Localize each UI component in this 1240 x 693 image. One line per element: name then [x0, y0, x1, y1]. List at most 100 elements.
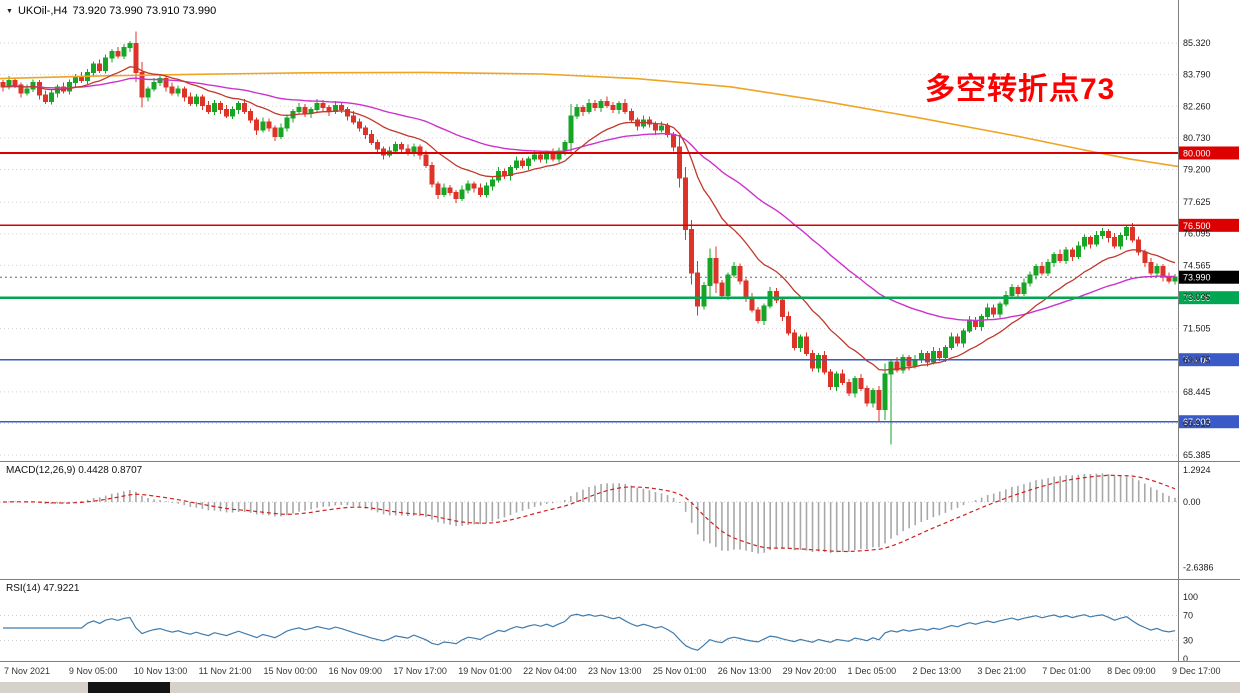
candle [942, 346, 948, 359]
price-axis-label: 73.035 [1183, 292, 1211, 302]
candle [562, 142, 568, 152]
candle [193, 96, 199, 104]
candle [459, 189, 465, 199]
time-label: 15 Nov 00:00 [263, 666, 318, 676]
candle [749, 297, 755, 311]
price-axis[interactable]: 85.320 83.790 82.260 80.730 79.200 77.625 76.0… [1183, 38, 1211, 460]
candle [526, 158, 532, 166]
candle [139, 71, 145, 98]
candle [616, 102, 622, 111]
price-axis-label: 69.975 [1183, 355, 1211, 365]
candle [18, 84, 24, 94]
taskbar-item[interactable] [88, 682, 170, 693]
candle [217, 102, 223, 111]
candle [731, 266, 737, 276]
candle [671, 133, 677, 148]
time-label: 26 Nov 13:00 [717, 666, 772, 676]
candle [852, 377, 858, 394]
levels-layer: 80.000 76.500 73.000 70.000 67.000 73.990 [0, 146, 1239, 429]
candle [985, 307, 991, 317]
candle [550, 152, 556, 160]
candle [224, 109, 230, 117]
macd-axis-label: 0.00 [1183, 497, 1201, 507]
candle [66, 82, 72, 92]
price-axis-label: 85.320 [1183, 38, 1211, 48]
level-badge-label: 80.000 [1183, 148, 1211, 158]
price-axis-label: 76.095 [1183, 229, 1211, 239]
candle [967, 319, 973, 332]
price-chart-canvas[interactable]: 80.00076.50073.00070.00067.00073.99085.3… [0, 0, 1240, 662]
rsi-axis-label: 30 [1183, 635, 1193, 645]
candle [205, 104, 211, 113]
symbol-timeframe: UKOil-,H4 [17, 5, 68, 17]
candle [187, 96, 193, 104]
macd-signal-line [2, 474, 1176, 553]
level-badge [1179, 291, 1239, 305]
candle [399, 144, 405, 150]
candle [157, 78, 163, 84]
candle [393, 144, 399, 152]
candle [103, 57, 109, 71]
candle [181, 88, 187, 98]
candle [48, 92, 54, 102]
price-axis-label: 66.915 [1183, 418, 1211, 428]
candle [1099, 231, 1105, 237]
candle [1009, 286, 1015, 297]
candle [320, 102, 326, 108]
candle [266, 121, 272, 129]
candle [840, 373, 846, 383]
candle [127, 42, 133, 49]
candle [520, 160, 526, 166]
candle [411, 146, 417, 154]
time-label: 8 Dec 09:00 [1107, 666, 1156, 676]
candle [961, 330, 967, 344]
candle [447, 187, 453, 193]
price-axis-label: 80.730 [1183, 133, 1211, 143]
candle [284, 117, 290, 129]
dropdown-arrow-icon[interactable]: ▼ [6, 7, 13, 15]
candle [230, 109, 236, 117]
candle [918, 353, 924, 361]
level-badge [1179, 218, 1239, 232]
price-axis-label: 65.385 [1183, 450, 1211, 460]
candle [423, 154, 429, 166]
time-label: 9 Dec 17:00 [1172, 666, 1221, 676]
candle [501, 171, 507, 177]
candle [362, 127, 368, 135]
candle [199, 96, 205, 106]
candle [719, 282, 725, 297]
candle [592, 102, 598, 108]
candle [91, 63, 97, 73]
candle [725, 274, 731, 297]
ohlc-values: 73.920 73.990 73.910 73.990 [72, 5, 217, 17]
candle [979, 315, 985, 328]
candle [906, 357, 912, 367]
candle [948, 336, 954, 348]
time-label: 11 Nov 21:00 [198, 666, 252, 676]
time-axis[interactable]: 7 Nov 2021 9 Nov 05:00 10 Nov 13:00 11 Nov … [0, 662, 1240, 682]
candle [1124, 226, 1130, 237]
price-axis-label: 68.445 [1183, 387, 1211, 397]
candle [115, 51, 121, 57]
candle [121, 47, 127, 57]
candle [151, 82, 157, 90]
candle [598, 100, 604, 108]
candle [441, 187, 447, 195]
candle [779, 299, 785, 317]
candle [689, 228, 695, 274]
rsi-indicator-label: RSI(14) 47.9221 [6, 583, 80, 594]
ma-mid-line [2, 77, 1176, 322]
candle [652, 123, 658, 131]
candle [296, 106, 302, 113]
level-badge [1179, 146, 1239, 160]
candle [1063, 249, 1069, 261]
candle [356, 121, 362, 129]
candle [761, 305, 767, 321]
candle [417, 146, 423, 156]
candle [803, 336, 809, 355]
candle [586, 102, 592, 113]
candle [1093, 235, 1099, 245]
time-label: 7 Dec 01:00 [1042, 666, 1091, 676]
time-label: 7 Nov 2021 [4, 666, 51, 676]
candle [658, 125, 664, 131]
